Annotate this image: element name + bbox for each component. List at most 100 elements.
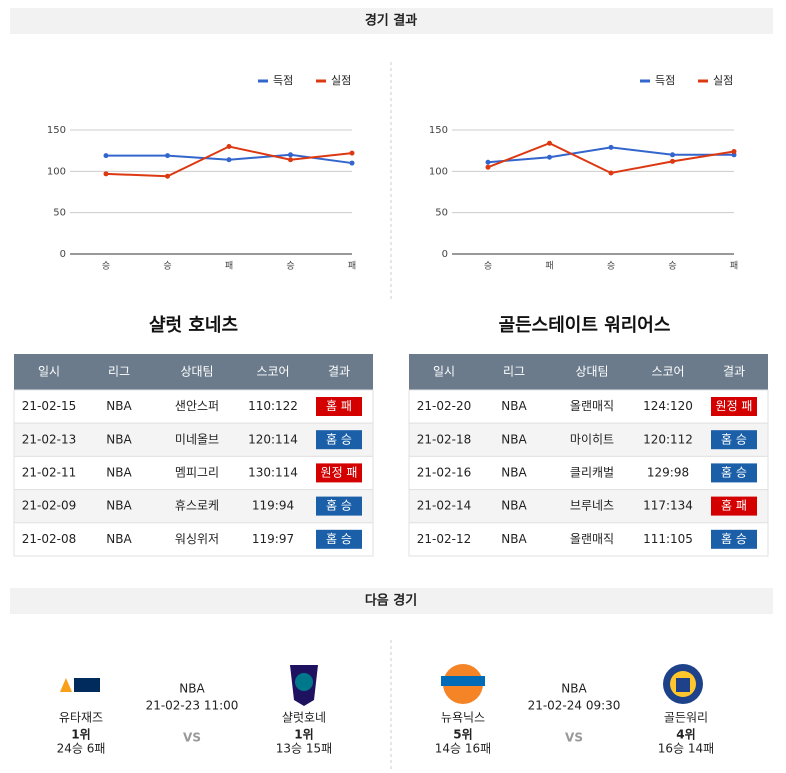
cell: 21-02-08 <box>22 532 76 546</box>
vs: VS <box>183 731 201 745</box>
data-point <box>226 144 232 150</box>
table-row <box>408 422 769 457</box>
column-header: 리그 <box>108 365 130 379</box>
team-record: 16승 14패 <box>658 742 714 756</box>
game-datetime: 21-02-24 09:30 <box>528 699 621 713</box>
cell: 21-02-12 <box>417 532 471 546</box>
result-text: 홈 승 <box>721 532 747 546</box>
legend-label: 득점 <box>273 74 293 87</box>
cell: 21-02-09 <box>22 499 76 513</box>
result-badge <box>316 430 362 450</box>
data-point <box>165 153 170 159</box>
table-header <box>14 354 373 390</box>
result-badge <box>316 496 362 516</box>
table-row <box>13 389 374 424</box>
league: NBA <box>179 682 205 696</box>
y-tick-label: 150 <box>47 125 66 136</box>
x-tick-label: 승 <box>102 261 110 272</box>
cell: 120:114 <box>248 432 298 446</box>
column-header: 결과 <box>723 365 745 379</box>
team-name: 뉴욕닉스 <box>441 711 485 725</box>
data-point <box>103 171 109 177</box>
team-logo <box>663 664 703 704</box>
team-logo <box>58 676 102 694</box>
data-point <box>485 159 491 165</box>
table-row <box>408 455 769 491</box>
cell: 마이히트 <box>570 432 614 446</box>
data-point <box>731 148 737 154</box>
result-badge <box>316 397 362 416</box>
data-point <box>608 144 614 150</box>
y-tick-label: 0 <box>442 249 448 260</box>
data-point <box>165 173 170 179</box>
cell: 멤피그리 <box>175 466 219 480</box>
result-badge <box>711 397 757 416</box>
column-header: 스코어 <box>256 365 289 379</box>
cell: NBA <box>106 532 132 546</box>
data-point <box>349 160 355 166</box>
cell: 120:112 <box>643 432 693 446</box>
team-rank: 5위 <box>453 728 472 742</box>
cell: 124:120 <box>643 399 693 413</box>
team-record: 13승 15패 <box>276 742 332 756</box>
result-text: 홈 승 <box>326 499 352 513</box>
data-point <box>670 152 675 158</box>
team-name: 골든워리 <box>664 711 708 725</box>
table-row <box>13 455 374 491</box>
cell: NBA <box>106 499 132 513</box>
section-bar <box>10 8 773 34</box>
x-tick-label: 승 <box>163 261 171 272</box>
cell: NBA <box>501 399 527 413</box>
cell: 브루네츠 <box>570 499 614 513</box>
result-text: 홈 승 <box>326 432 352 446</box>
team-logo <box>290 665 318 706</box>
table-row <box>408 489 769 524</box>
team-rank: 1위 <box>294 728 313 742</box>
x-tick-label: 패 <box>730 261 738 272</box>
y-tick-label: 100 <box>47 166 66 177</box>
team-rank: 1위 <box>71 728 90 742</box>
table-row <box>13 422 374 457</box>
vs: VS <box>565 731 583 745</box>
x-tick-label: 승 <box>484 261 492 272</box>
y-tick-label: 50 <box>435 208 448 219</box>
cell: 21-02-18 <box>417 432 471 446</box>
cell: NBA <box>501 532 527 546</box>
cell: NBA <box>106 432 132 446</box>
result-text: 원정 패 <box>321 466 358 480</box>
cell: 휴스로케 <box>175 499 219 513</box>
team-rank: 4위 <box>676 728 695 742</box>
cell: 111:105 <box>643 532 693 546</box>
team-name: 유타재즈 <box>59 711 103 725</box>
cell: 130:114 <box>248 466 298 480</box>
cell: 21-02-20 <box>417 399 471 413</box>
legend-label: 실점 <box>331 74 351 87</box>
column-header: 일시 <box>38 365 60 379</box>
data-point <box>226 157 232 163</box>
cell: 119:94 <box>252 499 294 513</box>
cell: NBA <box>106 399 132 413</box>
x-tick-label: 패 <box>545 261 553 272</box>
data-point <box>670 158 675 164</box>
cell: 올랜매직 <box>570 399 614 413</box>
cell: 117:134 <box>643 499 693 513</box>
result-text: 원정 패 <box>716 399 753 413</box>
cell: 21-02-15 <box>22 399 76 413</box>
data-point <box>349 150 355 156</box>
result-badge <box>316 463 362 483</box>
cell: 21-02-16 <box>417 466 471 480</box>
cell: 110:122 <box>248 399 298 413</box>
data-point <box>547 140 552 146</box>
cell: 올랜매직 <box>570 532 614 546</box>
legend-label: 실점 <box>713 74 733 87</box>
cell: 21-02-11 <box>22 466 76 480</box>
team-record: 24승 6패 <box>57 742 106 756</box>
column-header: 결과 <box>328 365 350 379</box>
result-text: 홈 승 <box>721 432 747 446</box>
result-badge <box>316 529 362 549</box>
team-title: 골든스테이트 워리어스 <box>499 314 671 336</box>
cell: 워싱위저 <box>175 532 219 546</box>
column-header: 일시 <box>433 365 455 379</box>
result-badge <box>711 496 757 516</box>
